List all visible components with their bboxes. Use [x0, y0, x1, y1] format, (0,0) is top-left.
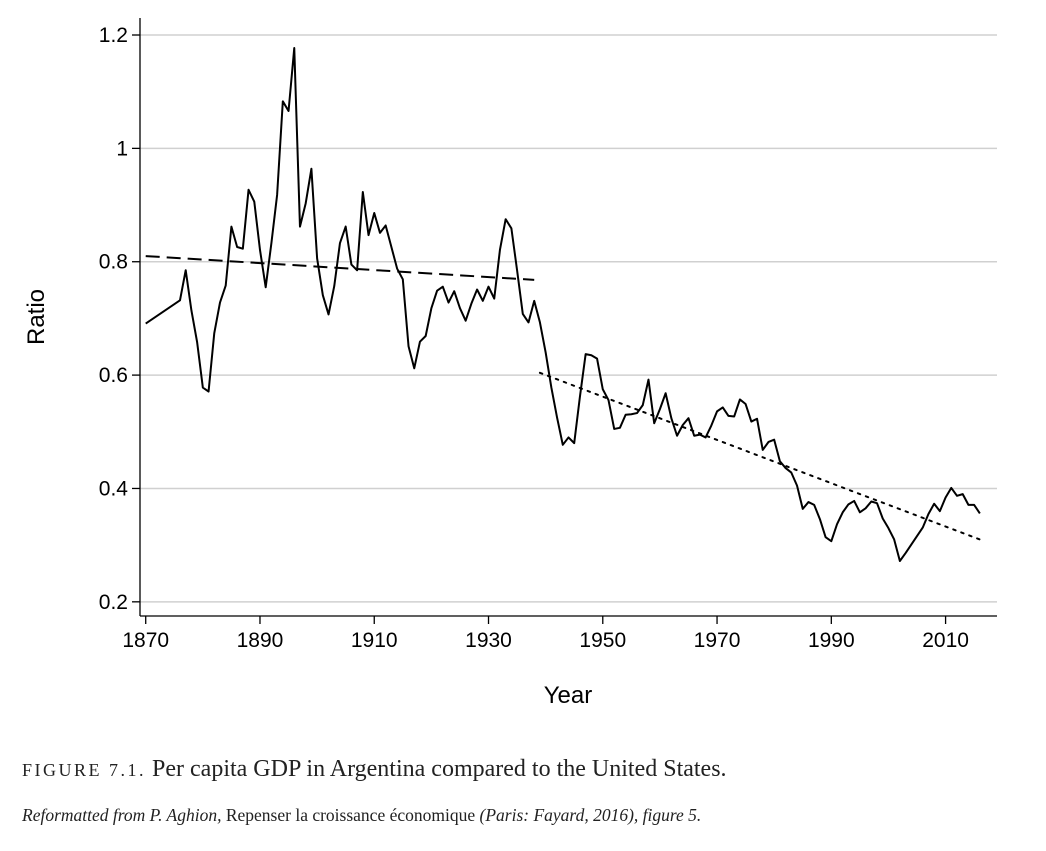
x-tick-label: 1970	[694, 629, 741, 652]
y-tick-label: 0.2	[99, 591, 128, 614]
series-line-dotted	[538, 371, 981, 541]
x-axis-title: Year	[544, 682, 593, 709]
axis-ticks: 0.2 0.4 0.6 0.8 1 1.2 1870 1890 1910 1930 1950 1970…	[99, 24, 969, 652]
figure-caption: FIGURE 7.1. Per capita GDP in Argentina …	[22, 756, 1022, 783]
x-tick-label: 1990	[808, 629, 855, 652]
y-tick-label: 0.8	[99, 251, 128, 274]
x-tick-label: 1870	[122, 629, 169, 652]
y-tick-label: 1	[116, 137, 128, 160]
series-line-dashed	[145, 255, 535, 281]
x-tick-label: 1910	[351, 629, 398, 652]
y-tick-label: 1.2	[99, 24, 128, 47]
figure-label: FIGURE 7.1.	[22, 760, 147, 780]
y-tick-label: 0.4	[99, 477, 129, 500]
series-line-solid	[145, 47, 981, 563]
figure-source: Reformatted from P. Aghion, Repenser la …	[22, 805, 1032, 826]
source-book-title: Repenser la croissance économique	[225, 805, 476, 825]
caption-text: Per capita GDP in Argentina compared to …	[152, 756, 727, 782]
axes	[139, 18, 997, 617]
line-chart: 0.2 0.4 0.6 0.8 1 1.2 1870 1890 1910 1930 1950 1970…	[23, 18, 997, 709]
x-tick-label: 1930	[465, 629, 512, 652]
x-tick-label: 2010	[922, 629, 969, 652]
x-tick-label: 1950	[579, 629, 626, 652]
gridlines	[140, 34, 997, 603]
series-lines	[145, 47, 981, 563]
y-axis-title: Ratio	[23, 289, 50, 345]
source-prefix: Reformatted from P. Aghion,	[22, 805, 222, 825]
x-tick-label: 1890	[237, 629, 284, 652]
source-suffix: (Paris: Fayard, 2016), figure 5.	[479, 805, 702, 825]
y-tick-label: 0.6	[99, 364, 128, 387]
